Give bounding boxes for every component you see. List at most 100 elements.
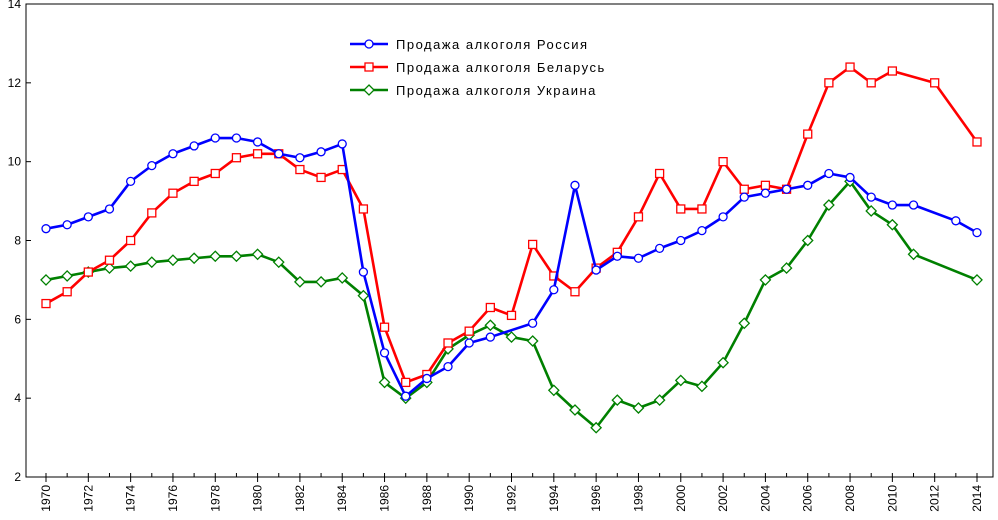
data-point: [845, 62, 855, 72]
legend-item: Продажа алкоголя Россия: [350, 37, 589, 52]
data-point: [485, 332, 495, 342]
data-point: [697, 204, 707, 214]
data-point: [293, 275, 306, 288]
data-point: [759, 273, 772, 286]
legend-label: Продажа алкоголя Украина: [396, 83, 597, 98]
data-point: [358, 267, 369, 277]
data-point: [781, 184, 792, 194]
x-tick-label: 1974: [124, 485, 138, 512]
y-tick-label: 2: [14, 470, 21, 484]
data-point: [633, 253, 644, 263]
data-point: [209, 250, 222, 263]
data-point: [251, 248, 264, 261]
data-point: [124, 260, 137, 273]
data-point: [125, 235, 136, 246]
x-tick-label: 2006: [801, 485, 815, 512]
data-point: [760, 188, 771, 198]
data-point: [591, 265, 601, 275]
x-tick-label: 1978: [208, 485, 222, 512]
data-point: [230, 250, 243, 263]
data-point: [611, 394, 624, 407]
data-point: [231, 133, 242, 143]
data-point: [147, 208, 157, 218]
data-point: [528, 318, 538, 328]
data-point: [422, 373, 432, 384]
data-point: [676, 204, 686, 214]
data-point: [40, 273, 52, 286]
data-point: [443, 361, 453, 372]
data-point: [506, 310, 517, 321]
data-point: [760, 180, 771, 190]
data-point: [717, 356, 730, 369]
data-point: [570, 287, 580, 297]
x-tick-label: 1984: [335, 485, 349, 512]
x-tick-label: 1988: [420, 485, 434, 512]
x-tick-label: 1992: [505, 485, 519, 512]
legend: Продажа алкоголя Россия Продажа алкоголя …: [350, 37, 606, 98]
legend-item: Продажа алкоголя Беларусь: [350, 60, 606, 75]
data-point: [147, 160, 157, 171]
data-point: [145, 256, 158, 269]
data-point: [887, 66, 898, 76]
data-point: [358, 204, 369, 214]
data-point: [274, 149, 284, 159]
x-tick-label: 2008: [843, 485, 857, 512]
y-axis: 2 4 6 8 10 12 14: [8, 0, 31, 484]
data-point: [822, 199, 835, 211]
data-point: [547, 384, 560, 397]
data-point: [590, 421, 603, 434]
data-point: [697, 225, 707, 236]
legend-label: Продажа алкоголя Россия: [396, 37, 589, 52]
data-point: [780, 262, 793, 275]
data-point: [485, 302, 495, 313]
data-point: [824, 78, 834, 88]
data-point: [41, 298, 51, 309]
data-point: [824, 168, 834, 179]
x-tick-label: 1970: [39, 485, 53, 512]
y-tick-label: 10: [8, 155, 22, 169]
data-point: [316, 172, 326, 183]
y-tick-label: 4: [14, 391, 21, 405]
legend-marker: [363, 84, 375, 96]
data-point: [718, 157, 728, 167]
y-tick-label: 14: [8, 0, 22, 11]
data-point: [168, 188, 178, 198]
data-point: [696, 380, 708, 393]
series-diamond: [40, 175, 983, 434]
data-point: [272, 256, 285, 269]
legend-marker: [364, 39, 374, 49]
data-point: [188, 252, 201, 265]
data-point: [803, 129, 813, 139]
data-point: [907, 248, 920, 261]
data-point: [653, 394, 666, 407]
data-point: [971, 273, 983, 286]
data-point: [401, 391, 411, 401]
data-point: [61, 270, 74, 282]
data-point: [845, 172, 855, 183]
data-point: [908, 200, 919, 210]
x-tick-label: 2012: [928, 485, 942, 512]
data-point: [633, 212, 644, 222]
series-line: [45, 136, 978, 398]
x-tick-label: 1996: [589, 485, 603, 512]
series-circle: [41, 133, 982, 401]
data-point: [295, 164, 305, 175]
x-tick-label: 2010: [885, 485, 899, 512]
data-point: [357, 289, 370, 302]
data-point: [674, 374, 687, 387]
data-point: [526, 335, 539, 347]
legend-label: Продажа алкоголя Беларусь: [396, 60, 606, 75]
y-tick-label: 12: [8, 76, 22, 90]
x-tick-label: 1986: [378, 485, 392, 512]
data-point: [337, 139, 347, 149]
data-point: [379, 322, 390, 332]
data-point: [528, 239, 538, 250]
data-point: [83, 267, 93, 277]
data-point: [718, 212, 728, 222]
x-tick-label: 2002: [716, 485, 730, 512]
data-point: [336, 272, 349, 284]
series-line: [45, 180, 978, 430]
data-point: [739, 192, 749, 202]
data-point: [866, 192, 876, 202]
